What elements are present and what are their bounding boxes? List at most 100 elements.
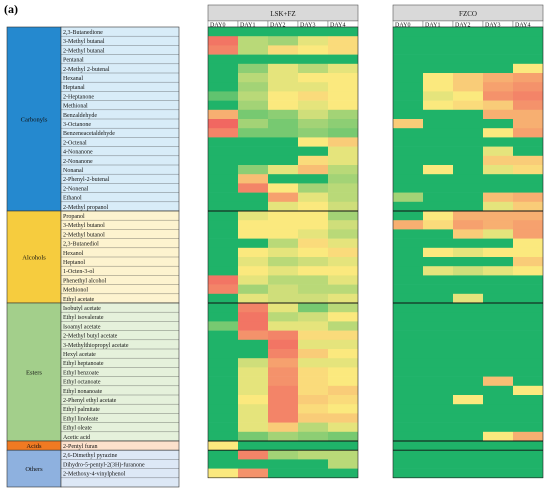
- heatmap-cell: [393, 82, 423, 92]
- heatmap-cell: [208, 321, 238, 331]
- heatmap-cell: [238, 54, 268, 65]
- panel-title-1: FZCO: [459, 10, 477, 18]
- heatmap-cell: [453, 395, 483, 405]
- heatmap-cell: [238, 376, 268, 387]
- heatmap-cell: [268, 82, 298, 92]
- heatmap-cell: [393, 155, 423, 166]
- column-label: DAY0: [395, 22, 410, 28]
- panel-outline-1: [392, 26, 544, 479]
- heatmap-cell: [453, 349, 483, 359]
- heatmap-cell: [208, 293, 238, 304]
- heatmap-cell: [238, 146, 268, 157]
- heatmap-cell: [393, 146, 423, 157]
- heatmap-cell: [298, 275, 328, 285]
- heatmap-cell: [208, 431, 238, 442]
- heatmap-cell: [453, 330, 483, 341]
- heatmap-cell: [268, 441, 298, 451]
- compound-label: Ethyl octanoate: [63, 380, 101, 386]
- heatmap-cell: [328, 395, 358, 405]
- heatmap-cell: [393, 174, 423, 184]
- heatmap-cell: [208, 109, 238, 120]
- heatmap-cell: [328, 358, 358, 368]
- heatmap-cell: [268, 339, 298, 350]
- heatmap-cell: [483, 367, 513, 377]
- heatmap-cell: [298, 201, 328, 212]
- heatmap-cell: [513, 146, 543, 157]
- heatmap-cell: [513, 284, 543, 295]
- heatmap-cell: [453, 284, 483, 295]
- heatmap-cell: [513, 128, 543, 138]
- heatmap-cell: [208, 73, 238, 83]
- heatmap-cell: [208, 211, 238, 221]
- heatmap-cell: [298, 376, 328, 387]
- heatmap-cell: [208, 422, 238, 433]
- heatmap-cell: [513, 229, 543, 239]
- heatmap-cell: [423, 238, 453, 249]
- heatmap-cell: [298, 284, 328, 295]
- heatmap-cell: [208, 119, 238, 129]
- heatmap-cell: [268, 293, 298, 304]
- heatmap-cell: [483, 247, 513, 258]
- heatmap-cell: [298, 73, 328, 83]
- heatmap-cell: [268, 137, 298, 147]
- heatmap-cell: [513, 238, 543, 249]
- compound-label: 1-Octen-3-ol: [63, 269, 94, 275]
- heatmap-cell: [268, 54, 298, 65]
- heatmap-cell: [453, 293, 483, 304]
- heatmap-cell: [208, 82, 238, 92]
- heatmap-cell: [268, 413, 298, 423]
- heatmap-cell: [268, 404, 298, 414]
- heatmap-cell: [208, 376, 238, 387]
- heatmap-cell: [513, 183, 543, 193]
- compound-label: Propanol: [63, 214, 85, 220]
- heatmap-cell: [328, 459, 358, 469]
- heatmap-cell: [423, 441, 453, 451]
- heatmap-cell: [208, 330, 238, 341]
- heatmap-cell: [483, 27, 513, 37]
- heatmap-cell: [238, 312, 268, 322]
- heatmap-cell: [393, 330, 423, 341]
- heatmap-cell: [238, 422, 268, 433]
- heatmap-cell: [238, 459, 268, 469]
- column-label: DAY4: [330, 22, 345, 28]
- heatmap-cell: [238, 266, 268, 276]
- compound-label: 4-Nonanone: [63, 150, 93, 156]
- heatmap-cell: [453, 275, 483, 285]
- heatmap-cell: [238, 220, 268, 230]
- compound-label: 2-Phenyl ethyl acetate: [63, 398, 117, 404]
- heatmap-cell: [298, 45, 328, 55]
- compound-label: Methionol: [63, 288, 88, 294]
- heatmap-cell: [268, 238, 298, 249]
- heatmap-cell: [453, 192, 483, 203]
- heatmap-cell: [238, 183, 268, 193]
- heatmap-cell: [423, 321, 453, 331]
- compound-label: Ethyl nonanoate: [63, 389, 102, 395]
- group-box-4: [6, 449, 62, 488]
- heatmap-cell: [298, 137, 328, 147]
- heatmap-cell: [423, 284, 453, 295]
- heatmap-cell: [453, 441, 483, 451]
- heatmap-cell: [328, 36, 358, 46]
- heatmap-cell: [513, 358, 543, 368]
- heatmap-cell: [483, 266, 513, 276]
- heatmap-cell: [453, 385, 483, 396]
- heatmap-cell: [208, 358, 238, 368]
- heatmap-cell: [298, 238, 328, 249]
- heatmap-cell: [393, 376, 423, 387]
- heatmap-cell: [328, 119, 358, 129]
- heatmap-cell: [423, 431, 453, 442]
- heatmap-cell: [298, 468, 328, 479]
- heatmap-cell: [483, 385, 513, 396]
- heatmap-cell: [423, 73, 453, 83]
- panel-outline-0: [207, 26, 359, 479]
- heatmap-cell: [208, 275, 238, 285]
- heatmap-cell: [298, 395, 328, 405]
- heatmap-cell: [238, 413, 268, 423]
- heatmap-cell: [208, 238, 238, 249]
- compound-label: 3-Octanone: [63, 122, 91, 128]
- heatmap-cell: [423, 27, 453, 37]
- heatmap-cell: [513, 82, 543, 92]
- heatmap-cell: [483, 376, 513, 387]
- heatmap-cell: [513, 413, 543, 423]
- heatmap-cell: [453, 266, 483, 276]
